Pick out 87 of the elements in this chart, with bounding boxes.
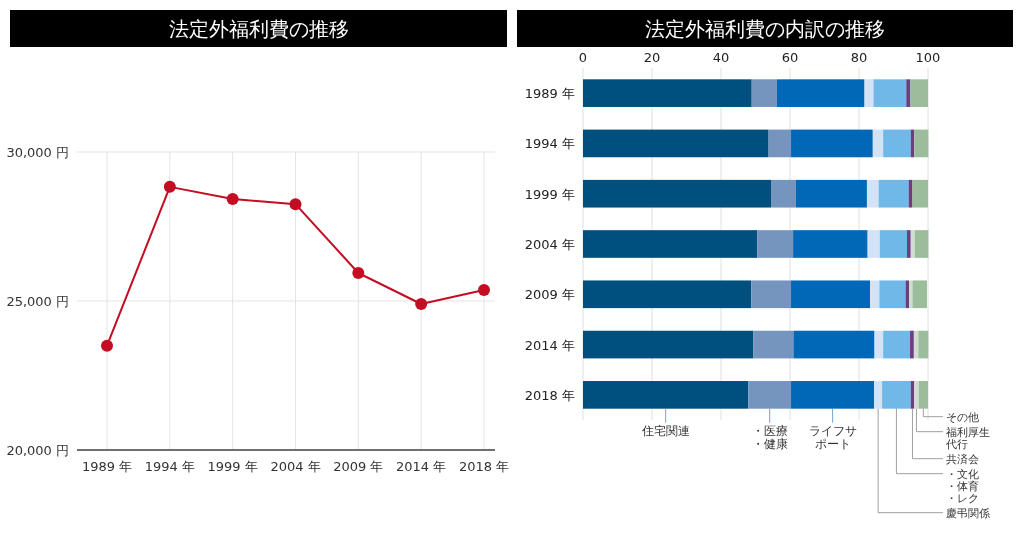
bar [583, 179, 772, 208]
bar [874, 330, 884, 359]
bar [912, 179, 928, 208]
y-tick-label: 20,000 円 [6, 443, 69, 458]
bar [879, 280, 906, 309]
bar [583, 230, 758, 258]
bar [910, 330, 914, 359]
bar [753, 330, 794, 359]
bar [795, 179, 867, 208]
bar [583, 330, 754, 359]
bar [879, 230, 907, 258]
text: 福利厚生代行 [945, 425, 990, 451]
bar [910, 79, 928, 107]
bar [791, 129, 873, 158]
bar [776, 79, 865, 107]
bar [866, 179, 879, 208]
y-tick-label: 1989 年 [524, 86, 575, 102]
x-tick-label: 2004 年 [270, 459, 321, 474]
chart-title: 法定外福利費の推移 [168, 17, 349, 41]
bar [910, 230, 915, 258]
bar [872, 129, 884, 158]
series-label: ライフサポート [808, 423, 857, 451]
bar [873, 79, 907, 107]
bar [771, 179, 796, 208]
bar [751, 280, 792, 309]
bar [583, 129, 769, 158]
bar [883, 129, 911, 158]
text: ・文化・体育・レク [946, 467, 979, 505]
bar [757, 230, 794, 258]
y-tick-label: 30,000 円 [6, 145, 69, 160]
x-tick-label: 2018 年 [458, 459, 510, 474]
point [101, 339, 113, 352]
text: 共済会 [946, 452, 979, 466]
y-tick-label: 2014 年 [524, 337, 575, 353]
bar [906, 79, 911, 107]
x-tick-label: 1999 年 [207, 459, 258, 474]
bar [870, 280, 880, 309]
bar [583, 381, 749, 409]
bar [878, 179, 909, 208]
point [352, 266, 365, 279]
x-tick-label: 2009 年 [333, 459, 384, 474]
y-tick-label: 25,000 円 [6, 294, 69, 309]
series-label: ・医療・健康 [751, 423, 788, 451]
bar [906, 230, 911, 258]
bar [874, 381, 883, 409]
bar [791, 280, 871, 309]
x-tick-label: 40 [712, 50, 730, 65]
bar [918, 381, 928, 409]
x-tick-label: 100 [915, 50, 941, 65]
bar [867, 230, 880, 258]
bar [793, 230, 868, 258]
point [415, 297, 428, 310]
point [289, 198, 302, 211]
point [226, 193, 239, 206]
bar [914, 230, 929, 258]
x-tick-label: 2014 年 [396, 459, 447, 474]
bar [914, 381, 919, 409]
bar [914, 129, 929, 158]
bar [751, 79, 777, 107]
bar [791, 381, 875, 409]
bar [793, 330, 875, 359]
chart-title: 法定外福利費の内訳の推移 [645, 17, 885, 41]
x-tick-label: 1989 年 [81, 459, 133, 474]
x-tick-label: 60 [781, 50, 799, 65]
bar [583, 280, 752, 309]
series-label: 住宅関連 [640, 423, 690, 438]
text: 慶弔関係 [946, 506, 990, 520]
bar [912, 280, 927, 309]
y-tick-label: 2018 年 [524, 387, 575, 403]
bar [768, 129, 792, 158]
bar [748, 381, 792, 409]
series-label: その他 [946, 410, 979, 424]
x-tick-label: 20 [643, 50, 661, 65]
bar [864, 79, 874, 107]
x-tick-label: 0 [578, 50, 588, 65]
y-tick-label: 1999 年 [524, 186, 575, 202]
bar [883, 330, 911, 359]
point [163, 180, 176, 193]
point [478, 283, 490, 296]
x-tick-label: 80 [850, 50, 868, 65]
x-tick-label: 1994 年 [144, 459, 195, 474]
bar [882, 381, 911, 409]
y-tick-label: 2009 年 [524, 287, 575, 303]
bar [918, 330, 929, 359]
y-tick-label: 2004 年 [524, 237, 575, 252]
y-tick-label: 1994 年 [524, 136, 575, 152]
bar [583, 79, 752, 107]
